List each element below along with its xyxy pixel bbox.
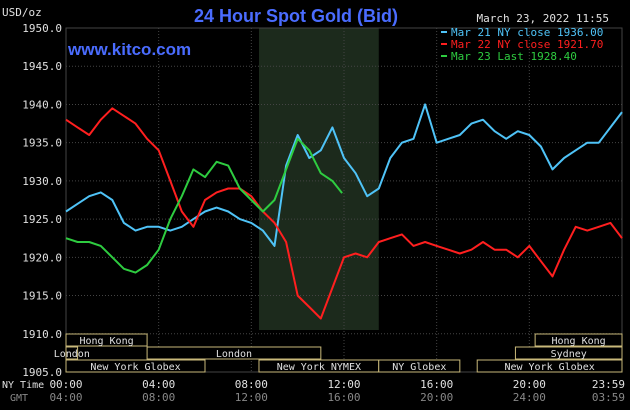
y-tick-label: 1930.0 [22,175,62,188]
y-tick-label: 1950.0 [22,22,62,35]
y-axis-label: USD/oz [2,6,42,19]
session-label-london: London [216,349,252,360]
y-tick-label: 1915.0 [22,290,62,303]
series-line-mar-21 [65,103,623,247]
x-tick-label: 23:59 [592,378,625,391]
y-tick-label: 1925.0 [22,213,62,226]
session-bar-london [65,346,79,360]
price-series [65,103,623,320]
session-label-new-york-nymex: New York NYMEX [277,362,361,373]
x-gmt-tick-label: 24:00 [513,391,546,404]
x-tick-label: 08:00 [235,378,268,391]
session-bar-london [146,346,322,360]
ny-time-label: NY Time [2,380,44,391]
x-tick-label: 12:00 [327,378,360,391]
series-line-mar-23 [65,137,343,274]
y-axis: 1905.0 1910.0 1915.0 1920.0 1925.0 1930.0 1935… [22,22,62,379]
session-label-new-york-globex: New York Globex [504,362,594,373]
y-tick-label: 1905.0 [22,366,62,379]
site-url[interactable]: www.kitco.com [67,40,191,59]
x-gmt-tick-label: 20:00 [420,391,453,404]
x-tick-label: 00:00 [49,378,82,391]
series-line-mar-22 [65,107,623,320]
y-tick-label: 1935.0 [22,137,62,150]
x-gmt-tick-label: 04:00 [49,391,82,404]
x-tick-label: 20:00 [513,378,546,391]
session-bar-ny-globex [378,359,461,373]
legend-entry: Mar 22 NY close 1921.70 [451,38,603,51]
session-label-ny-globex: NY Globex [392,362,446,373]
legend-entry: Mar 21 NY close 1936.00 [451,26,603,39]
x-gmt-tick-label: 12:00 [235,391,268,404]
market-sessions: Hong Kong Hong Kong London London Sydney New … [54,333,623,373]
session-bar-hong-kong [65,333,148,347]
session-bar-new-york-globex [476,359,623,373]
session-label-new-york-globex: New York Globex [90,362,180,373]
x-gmt-tick-label: 03:59 [592,391,625,404]
y-tick-label: 1945.0 [22,60,62,73]
session-label-hong-kong: Hong Kong [551,336,605,347]
session-label-london: London [54,349,90,360]
session-label-hong-kong: Hong Kong [79,336,133,347]
x-tick-label: 04:00 [142,378,175,391]
session-bar-sydney [514,346,623,360]
session-label-sydney: Sydney [551,349,587,360]
x-tick-label: 16:00 [420,378,453,391]
session-bar-new-york-globex [65,359,206,373]
gmt-label: GMT [10,393,28,404]
y-tick-label: 1920.0 [22,251,62,264]
x-axis: 00:0004:0004:0008:0008:0012:0012:0016:00… [49,378,625,404]
nymex-session-shade [258,28,379,330]
x-gmt-tick-label: 08:00 [142,391,175,404]
legend-entry: Mar 23 Last 1928.40 [451,50,577,63]
chart-timestamp: March 23, 2022 11:55 [477,12,609,25]
session-bar-hong-kong [534,333,623,347]
y-tick-label: 1910.0 [22,328,62,341]
chart-title: 24 Hour Spot Gold (Bid) [194,6,398,26]
x-gmt-tick-label: 16:00 [327,391,360,404]
y-tick-label: 1940.0 [22,98,62,111]
